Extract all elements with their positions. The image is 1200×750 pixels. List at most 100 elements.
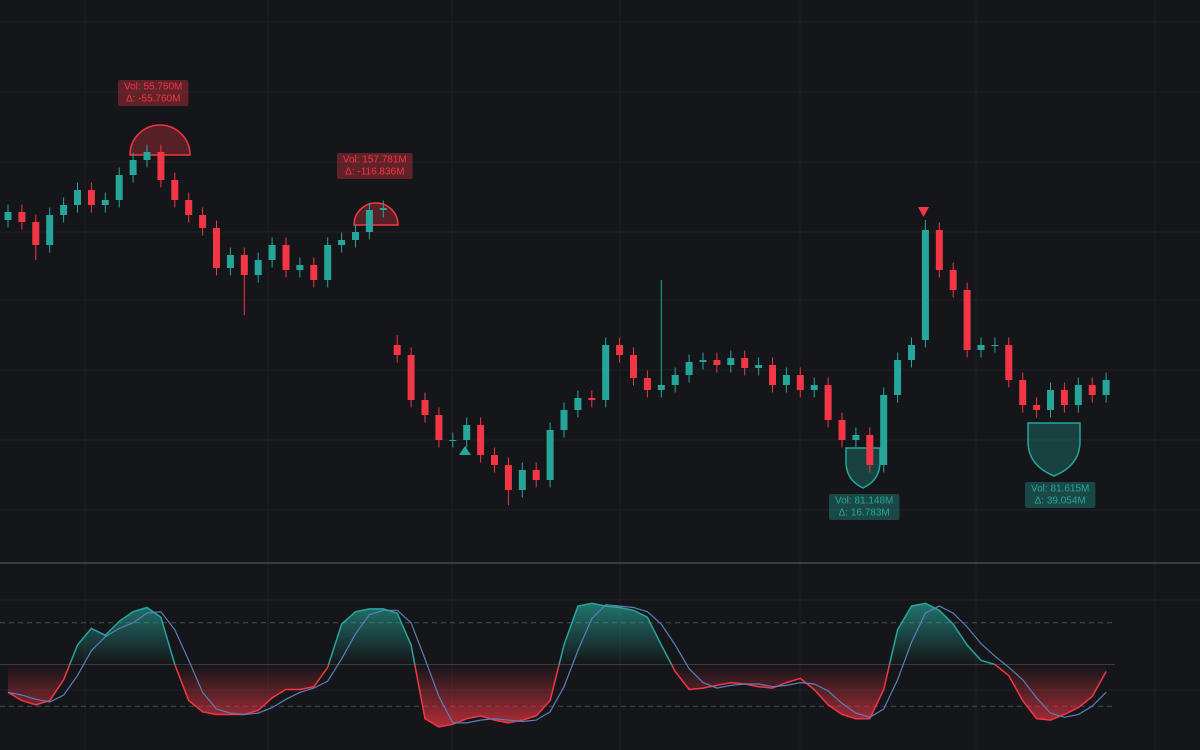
candle-body [824,385,832,420]
oscillator-area [8,603,1107,727]
candle-body [504,465,512,490]
candle-body [171,180,179,200]
candle-body [546,430,554,480]
candle-body [643,378,651,390]
volume-label: Δ: 16.783M [839,508,890,519]
candle-body [352,232,359,240]
candle-body [769,365,776,385]
candle-body [894,360,902,395]
candle-body [407,355,415,400]
signal-line [7,604,1107,724]
candle-body [185,200,193,215]
candle-body [880,395,888,465]
volume-label: Vol: 55.760M [124,82,182,93]
candle-body [963,290,971,350]
volume-zone [1027,422,1081,477]
candle-body [254,260,262,275]
candle-body [18,212,26,222]
candle-body [685,362,693,375]
volume-label: Δ: 39.054M [1035,496,1086,507]
candle-body [157,152,165,180]
candle-body [866,435,874,465]
candle-body [1060,390,1068,405]
volume-zone [845,447,881,489]
candle-body [393,345,401,355]
candle-body [226,255,234,268]
candle-body [949,270,957,290]
volume-label: Δ: -116.836M [345,167,404,178]
candle-body [518,470,526,490]
candle-body [338,240,346,245]
candle-body [1047,390,1054,410]
candle-body [741,358,749,368]
candle-body [4,212,12,220]
volume-label-box [829,494,900,520]
candle-body [1019,380,1027,405]
candle-body [713,360,721,365]
candle-body [935,230,943,270]
candle-body [421,400,429,415]
candle-body [1102,380,1110,395]
candle-body [657,385,665,390]
candle-body [838,420,846,440]
candle-body [532,470,540,480]
candle-body [268,245,276,260]
candle-body [324,245,332,280]
candle-body [491,455,498,465]
candle-body [449,440,457,441]
candle-body [616,345,624,355]
candle-body [115,175,123,200]
candle-body [310,265,318,280]
candle-body [671,375,679,385]
candle-body [908,345,915,360]
candle-body [101,200,109,205]
volume-zone [353,202,399,226]
candle-body [977,345,985,350]
sell-marker [918,207,929,217]
volume-label-box [337,153,413,179]
candle-body [921,230,929,340]
candle-body [630,355,637,378]
candle-body [129,160,137,175]
candle-body [574,398,582,410]
oscillator-line [7,602,1107,728]
candle-body [143,152,151,160]
candle-body [560,410,568,430]
candle-body [213,228,220,268]
candle-body [87,190,95,205]
candle-body [1005,345,1013,380]
candle-body [1088,385,1096,395]
candle-body [477,425,485,455]
candle-body [282,245,290,270]
candle-body [602,345,610,400]
volume-label-box [1025,482,1096,508]
candle-body [32,222,40,245]
volume-label-box [118,80,189,106]
candle-body [796,375,804,390]
candle-body [379,208,387,210]
candle-body [365,210,373,232]
candle-body [435,415,443,440]
candle-body [240,255,248,275]
candle-body [755,365,763,368]
candle-body [1033,405,1041,410]
candle-body [991,345,999,346]
candle-body [782,375,790,385]
volume-label: Δ: -55.760M [126,94,180,105]
candle-body [1074,385,1082,405]
candle-body [852,435,860,440]
candle-body [46,215,54,245]
candle-body [810,385,818,390]
volume-label: Vol: 157.781M [343,155,407,166]
candle-body [699,360,707,362]
buy-marker [459,446,471,455]
candle-body [588,398,596,400]
candle-body [727,358,735,365]
candle-body [60,205,68,215]
candle-body [74,190,81,205]
volume-zone [129,124,191,156]
candle-body [463,425,471,440]
volume-label: Vol: 81.615M [1031,484,1089,495]
